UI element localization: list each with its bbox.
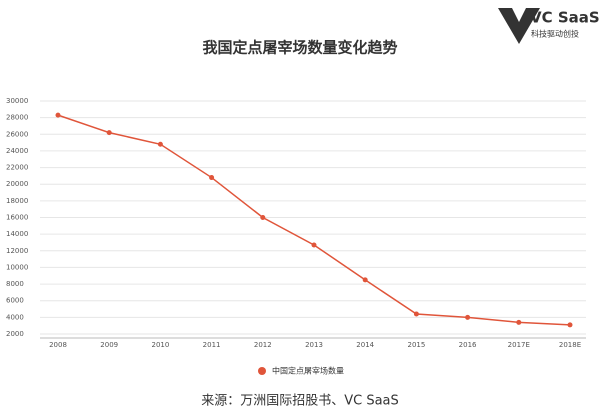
data-point (567, 322, 573, 328)
y-tick-label: 18000 (6, 197, 28, 205)
y-tick-label: 6000 (6, 297, 24, 305)
x-tick-label: 2009 (100, 341, 118, 349)
y-tick-label: 26000 (6, 130, 28, 138)
x-tick-label: 2017E (508, 341, 530, 349)
data-point (106, 130, 112, 136)
data-point (465, 314, 471, 320)
chart-title: 我国定点屠宰场数量变化趋势 (202, 39, 397, 57)
data-point (413, 311, 419, 317)
data-point (362, 277, 368, 283)
y-tick-label: 8000 (6, 280, 24, 288)
x-tick-label: 2010 (151, 341, 169, 349)
y-tick-label: 4000 (6, 313, 24, 321)
logo-icon (498, 8, 540, 44)
data-point (516, 319, 522, 325)
data-point (55, 112, 61, 118)
data-point (209, 175, 215, 181)
legend-marker (258, 367, 266, 375)
y-tick-label: 12000 (6, 247, 28, 255)
y-tick-label: 16000 (6, 214, 28, 222)
data-line (57, 114, 571, 326)
logo: VC SaaS 科技驱动创投 (498, 8, 600, 44)
data-point (311, 242, 317, 248)
y-tick-label: 2000 (6, 330, 24, 338)
x-tick-label: 2015 (407, 341, 425, 349)
y-tick-label: 20000 (6, 180, 28, 188)
data-point (157, 141, 163, 147)
y-tick-label: 24000 (6, 147, 28, 155)
x-tick-label: 2011 (203, 341, 221, 349)
y-tick-label: 22000 (6, 164, 28, 172)
logo-name: VC SaaS (530, 9, 600, 27)
y-tick-label: 28000 (6, 114, 28, 122)
data-point (260, 215, 266, 220)
x-tick-label: 2012 (254, 341, 272, 349)
x-tick-label: 2013 (305, 341, 323, 349)
x-tick-label: 2014 (356, 341, 374, 349)
y-tick-label: 30000 (6, 97, 28, 105)
legend-label: 中国定点屠宰场数量 (272, 366, 344, 376)
y-tick-label: 14000 (6, 230, 28, 238)
x-tick-label: 2008 (49, 341, 67, 349)
x-tick-label: 2016 (459, 341, 477, 349)
logo-tagline: 科技驱动创投 (531, 29, 579, 39)
source: 来源：万洲国际招股书、VC SaaS (201, 394, 399, 409)
y-tick-label: 10000 (6, 263, 28, 271)
x-tick-label: 2018E (559, 341, 581, 349)
